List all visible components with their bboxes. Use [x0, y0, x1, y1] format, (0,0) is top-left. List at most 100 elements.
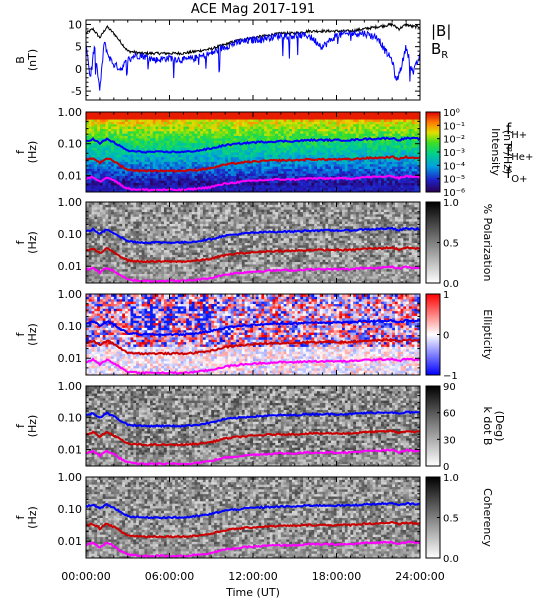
- spectrogram-cell: [116, 114, 120, 118]
- spectrogram-cell: [141, 156, 145, 160]
- spectrogram-cell: [342, 166, 346, 169]
- spectrogram-cell: [113, 154, 118, 158]
- spectrogram-cell: [350, 182, 354, 186]
- spectrogram-cell: [122, 173, 126, 177]
- spectrogram-cell: [264, 168, 268, 172]
- spectrogram-cell: [280, 173, 285, 177]
- spectrogram-cell: [266, 142, 271, 146]
- spectrogram-cell: [175, 144, 179, 148]
- spectrogram-cell: [108, 163, 112, 167]
- spectrogram-cell: [361, 182, 365, 186]
- spectrogram-cell: [180, 140, 184, 144]
- spectrogram-cell: [280, 187, 285, 191]
- spectrogram-cell: [303, 156, 307, 160]
- spectrogram-cell: [347, 163, 351, 167]
- spectrogram-cell: [197, 128, 201, 132]
- spectrogram-cell: [303, 163, 307, 167]
- spectrogram-cell: [286, 189, 290, 193]
- spectrogram-cell: [330, 163, 335, 167]
- spectrogram-cell: [397, 161, 402, 165]
- spectrogram-cell: [355, 135, 360, 139]
- spectrogram-cell: [105, 149, 109, 153]
- spectrogram-cell: [322, 184, 326, 188]
- spectrogram-cell: [375, 144, 379, 148]
- spectrogram-cell: [269, 180, 273, 184]
- spectrogram-cell: [227, 137, 232, 141]
- spectrogram-cell: [305, 140, 310, 144]
- spectrogram-cell: [375, 170, 379, 174]
- spectrogram-cell: [208, 149, 212, 153]
- spectrogram-cell: [330, 135, 335, 139]
- spectrogram-cell: [150, 163, 154, 167]
- spectrogram-cell: [102, 173, 106, 177]
- spectrogram-cell: [308, 133, 312, 137]
- spectrogram-cell: [230, 137, 235, 141]
- spectrogram-cell: [180, 180, 184, 184]
- spectrogram-cell: [344, 175, 349, 179]
- spectrogram-cell: [394, 161, 399, 165]
- spectrogram-cell: [389, 121, 393, 125]
- spectrogram-cell: [381, 144, 385, 148]
- spectrogram-cell: [191, 121, 196, 125]
- spectrogram-cell: [244, 126, 248, 129]
- spectrogram-cell: [225, 123, 229, 127]
- spectrogram-cell: [289, 144, 293, 148]
- spectrogram-cell: [116, 140, 120, 144]
- spectrogram-cell: [108, 133, 112, 137]
- spectrogram-cell: [239, 163, 243, 167]
- spectrogram-cell: [342, 173, 346, 177]
- spectrogram-cell: [378, 140, 382, 144]
- spectrogram-cell: [202, 170, 207, 174]
- spectrogram-cell: [397, 168, 402, 172]
- spectrogram-cell: [200, 114, 204, 118]
- spectrogram-cell: [211, 137, 215, 141]
- spectrogram-cell: [200, 140, 204, 144]
- spectrogram-cell: [322, 130, 326, 134]
- spectrogram-cell: [358, 170, 363, 174]
- spectrogram-cell: [378, 133, 382, 137]
- spectrogram-cell: [250, 152, 254, 155]
- spectrogram-cell: [383, 170, 388, 174]
- spectrogram-cell: [353, 184, 357, 188]
- spectrogram-cell: [253, 142, 257, 146]
- spectrogram-cell: [166, 126, 170, 129]
- spectrogram-cell: [127, 154, 132, 158]
- spectrogram-cell: [353, 142, 357, 146]
- spectrogram-cell: [358, 163, 363, 167]
- spectrogram-cell: [236, 187, 240, 191]
- spectrogram-cell: [111, 180, 115, 184]
- spectrogram-cell: [102, 161, 106, 165]
- spectrogram-cell: [244, 156, 248, 160]
- spectrogram-cell: [272, 154, 276, 158]
- spectrogram-cell: [250, 180, 254, 184]
- spectrogram-cell: [336, 161, 340, 165]
- spectrogram-cell: [236, 128, 240, 132]
- spectrogram-cell: [200, 180, 204, 184]
- spectrogram-cell: [225, 149, 229, 153]
- spectrogram-cell: [394, 121, 399, 125]
- spectrogram-cell: [152, 173, 157, 177]
- spectrogram-cell: [166, 147, 170, 151]
- spectrogram-cell: [389, 149, 393, 153]
- gyrofrequency-legend: fH+fHe+fO+: [506, 120, 533, 185]
- spectrogram-cell: [339, 126, 343, 129]
- spectrogram-cell: [208, 161, 212, 165]
- spectrogram-cell: [261, 170, 265, 174]
- spectrogram-cell: [350, 163, 354, 167]
- spectrogram-cell: [275, 128, 279, 132]
- spectrogram-cell: [266, 144, 271, 148]
- spectrogram-cell: [386, 187, 390, 191]
- spectrogram-cell: [141, 133, 145, 137]
- spectrogram-cell: [308, 182, 312, 186]
- spectrogram-cell: [105, 133, 109, 137]
- spectrogram-cell: [325, 142, 329, 146]
- spectrogram-cell: [225, 168, 229, 172]
- spectrogram-cell: [211, 128, 215, 132]
- spectrogram-cell: [194, 184, 198, 188]
- spectrogram-cell: [222, 154, 226, 158]
- spectrogram-cell: [328, 147, 332, 151]
- spectrogram-cell: [350, 187, 354, 191]
- spectrogram-cell: [305, 154, 310, 158]
- spectrogram-cell: [328, 133, 332, 137]
- spectrogram-cell: [269, 149, 273, 153]
